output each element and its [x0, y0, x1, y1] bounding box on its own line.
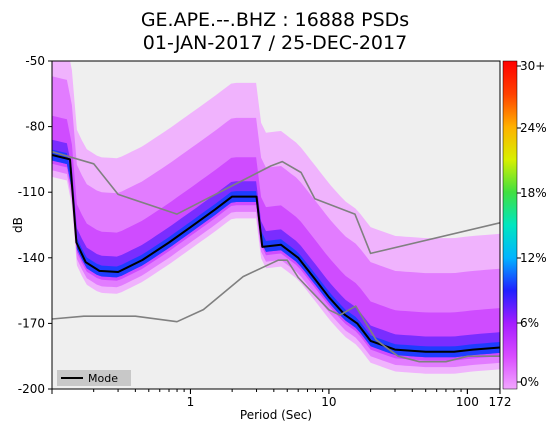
legend: Mode [57, 370, 131, 386]
x-tick-label: 172 [489, 395, 512, 409]
y-tick-label: -200 [18, 382, 45, 396]
colorbar-tick-label: 6% [520, 316, 539, 330]
x-tick-label: 100 [456, 395, 479, 409]
x-axis-label: Period (Sec) [240, 408, 312, 422]
legend-box [57, 370, 131, 386]
psd-density [52, 61, 500, 374]
y-tick-label: -50 [25, 54, 45, 68]
colorbar-tick-label: 30+ [520, 59, 545, 73]
plot-frame [51, 60, 501, 390]
y-tick-label: -140 [18, 251, 45, 265]
legend-label: Mode [88, 372, 118, 385]
chart-title: GE.APE.--.BHZ : 16888 PSDs [141, 9, 409, 31]
colorbar-tick-label: 0% [520, 375, 539, 389]
x-axis: 1 10 100 172 [51, 389, 512, 409]
colorbar-tick-label: 18% [520, 186, 547, 200]
x-tick-label: 10 [321, 395, 336, 409]
x-tick-label: 1 [187, 395, 195, 409]
low-noise-model-line [52, 259, 500, 363]
colorbar-tick-label: 12% [520, 251, 547, 265]
colorbar [502, 60, 518, 390]
y-tick-label: -170 [18, 316, 45, 330]
y-axis-label: dB [11, 217, 25, 233]
y-tick-label: -110 [18, 185, 45, 199]
series-lines [52, 150, 500, 363]
y-axis: -50 -80 -110 -140 -170 -200 [18, 54, 52, 396]
colorbar-tick-label: 24% [520, 121, 547, 135]
colorbar-ticks: 30+ 24% 18% 12% 6% 0% [517, 59, 547, 389]
y-tick-label: -80 [25, 120, 45, 134]
chart-subtitle: 01-JAN-2017 / 25-DEC-2017 [143, 32, 407, 54]
mode-line [52, 154, 500, 353]
high-noise-model-line [52, 150, 500, 255]
